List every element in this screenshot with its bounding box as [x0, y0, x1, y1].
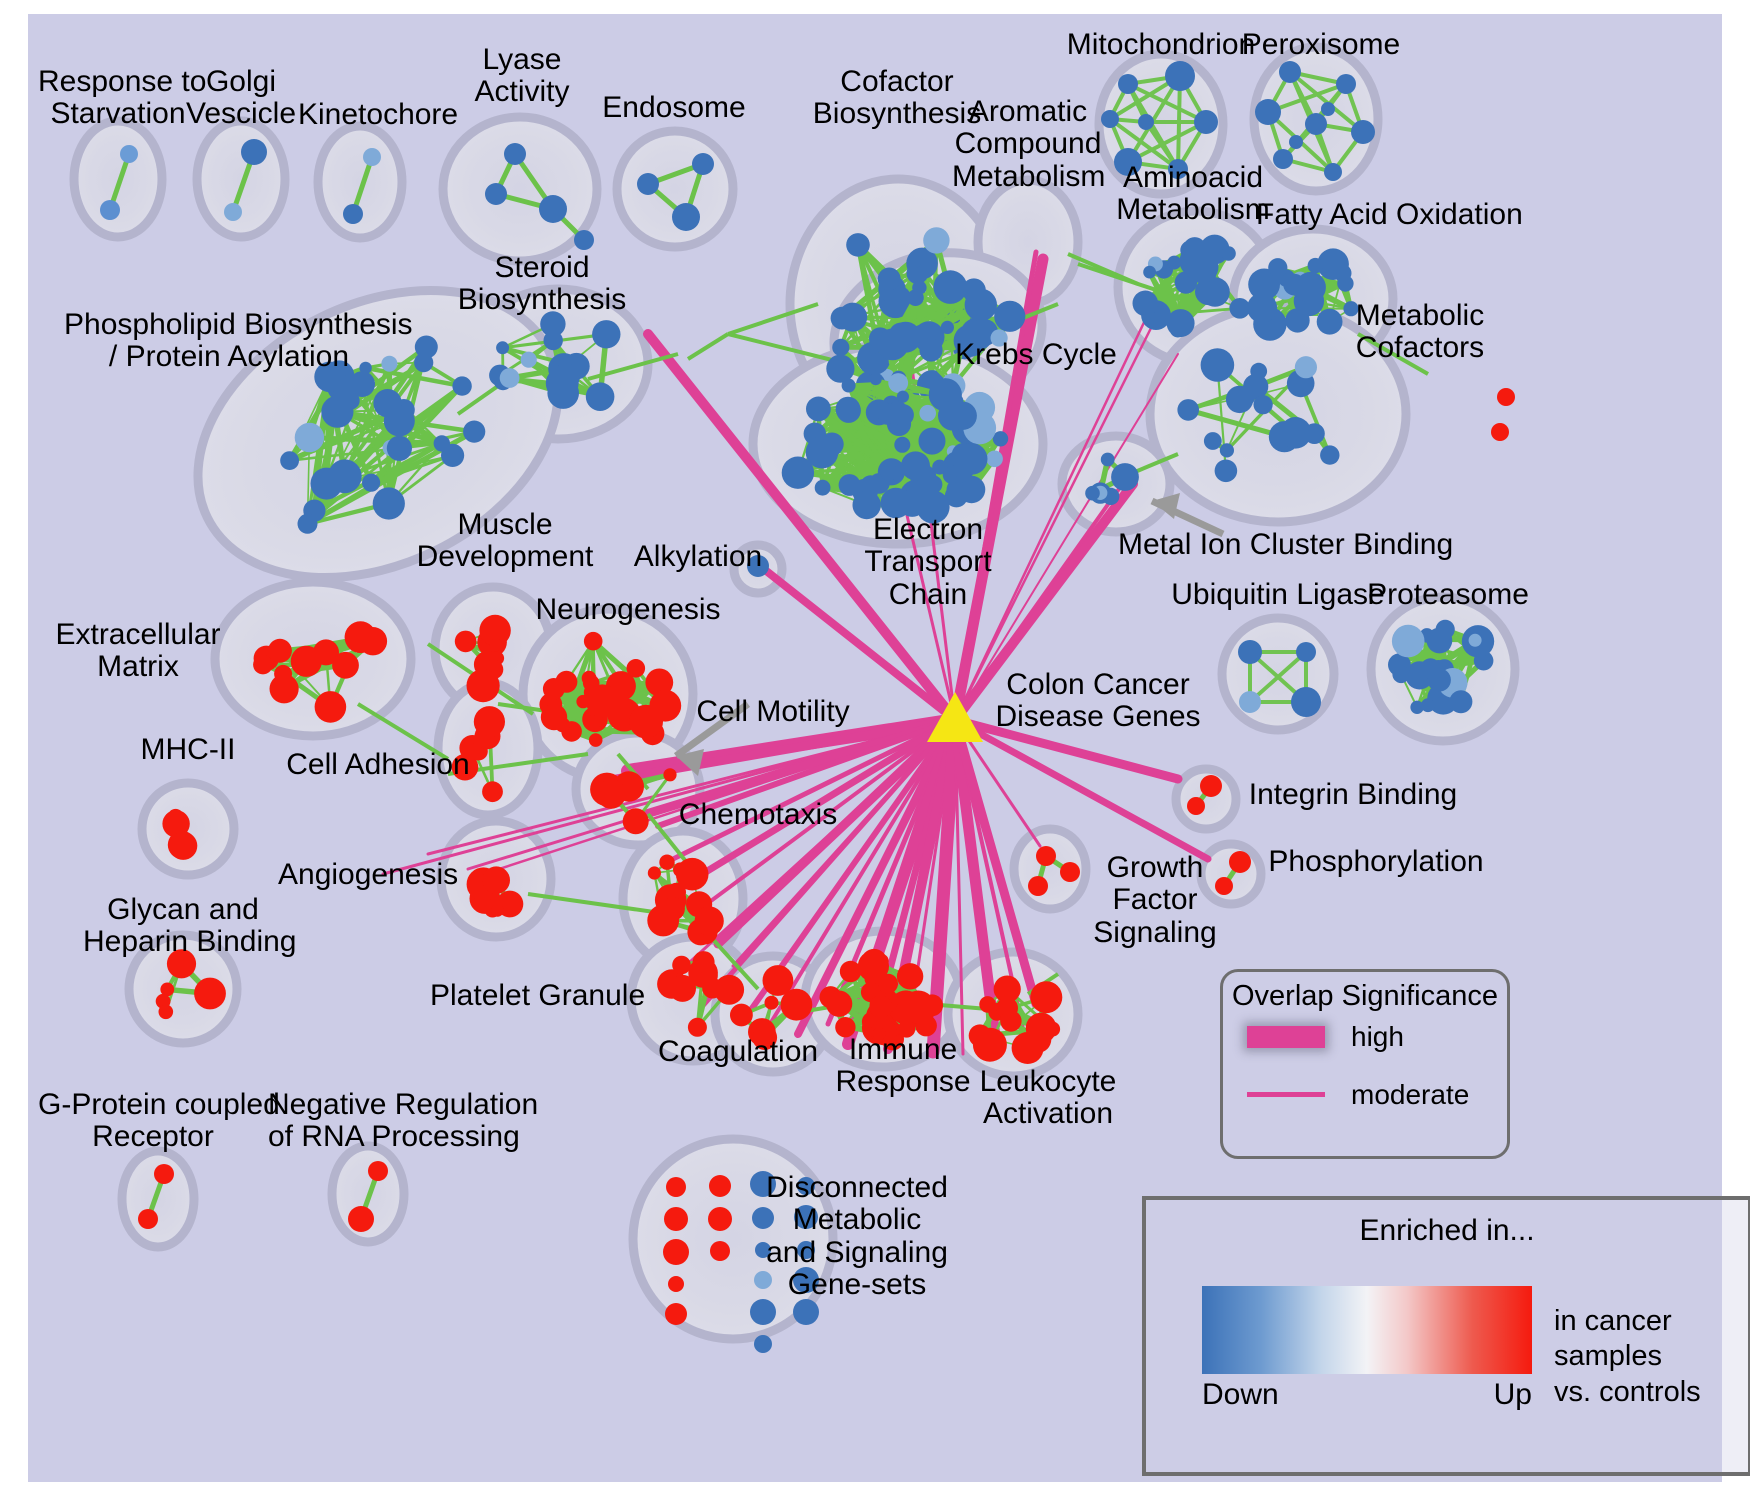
legend-swatch-moderate [1247, 1092, 1325, 1098]
cluster-graph-neurogenesis [539, 631, 682, 747]
node-metabolic-cofactor-up [1497, 388, 1515, 406]
cluster-graph-muscle-development [454, 614, 511, 703]
legend-overlap-significance: Overlap Significance high moderate [1220, 969, 1510, 1159]
cluster-graph-chemotaxis [647, 854, 724, 946]
cluster-graph-mhc-ii [162, 808, 198, 860]
small-cluster-nodes [100, 139, 1251, 1232]
cluster-graph-phospholipid-biosynthesis [280, 335, 486, 534]
cluster-graph-glycan-heparin-binding [155, 949, 226, 1020]
halo-lyase-activity [438, 112, 602, 266]
legend-enriched-title: Enriched in... [1359, 1214, 1535, 1247]
cluster-graph-metal-ion-cluster-binding [1085, 452, 1139, 505]
dense-small-nodes [1101, 61, 1375, 717]
cluster-graph-aminoacid-metabolism [1132, 234, 1251, 338]
legend-overlap-row-high: high [1223, 1021, 1507, 1053]
cluster-graph-proteasome [1388, 619, 1495, 715]
legend-swatch-high [1247, 1025, 1325, 1048]
cluster-graph-krebs-cycle [869, 270, 1026, 398]
legend-enriched-in: Enriched in... Down Up in cancer samples… [1142, 1196, 1750, 1476]
legend-enriched-side-text: in cancer samples vs. controls [1554, 1305, 1701, 1408]
dense-cluster-graphs [155, 227, 1515, 1064]
cluster-graph-platelet-granule [657, 951, 745, 1037]
cluster-graph-angiogenesis [466, 866, 524, 918]
cluster-graph-extracellular-matrix [253, 621, 388, 723]
cluster-graph-steroid-biosynthesis [489, 311, 621, 412]
annotation-arrowheads [676, 493, 1180, 776]
legend-gradient-wrap: Down Up [1202, 1286, 1532, 1412]
halo-kinetochore [313, 121, 407, 243]
legend-label-moderate: moderate [1351, 1078, 1470, 1110]
cluster-graph-coagulation [730, 965, 813, 1050]
legend-label-up: Up [1493, 1378, 1532, 1411]
legend-label-high: high [1351, 1020, 1404, 1052]
legend-label-down: Down [1202, 1378, 1279, 1411]
arrow-cell-motility [673, 701, 751, 759]
network-background: Response to Starvation Golgi Vescicle Ki… [28, 14, 1750, 1482]
cluster-graph-immune-response [819, 948, 944, 1051]
legend-overlap-title: Overlap Significance [1232, 980, 1498, 1012]
cluster-graph-fatty-acid-oxidation [1247, 248, 1359, 341]
network-graph [69, 42, 1520, 1353]
legend-gradient-bar [1202, 1286, 1532, 1374]
halo-endosome [612, 126, 738, 252]
cluster-graph-leukocyte-activation [968, 975, 1063, 1064]
cluster-graph-metabolic-cofactors [1177, 348, 1340, 483]
halo-golgi-vescicle [192, 116, 290, 242]
cluster-graph-cell-adhesion [451, 706, 505, 803]
node-metabolic-cofactor-up [1491, 423, 1509, 441]
cluster-graph-electron-transport-chain [781, 373, 1009, 524]
halo-gpcr [117, 1146, 199, 1252]
hub-node-colon-cancer-disease-genes[interactable] [927, 692, 983, 742]
cluster-graph-cell-motility [590, 768, 677, 835]
disconnected-gene-dots [663, 1171, 819, 1353]
halo-ubiquitin-ligase [1217, 613, 1339, 735]
legend-gradient-endpoints: Down Up [1202, 1378, 1532, 1412]
legend-overlap-row-moderate: moderate [1223, 1079, 1507, 1111]
